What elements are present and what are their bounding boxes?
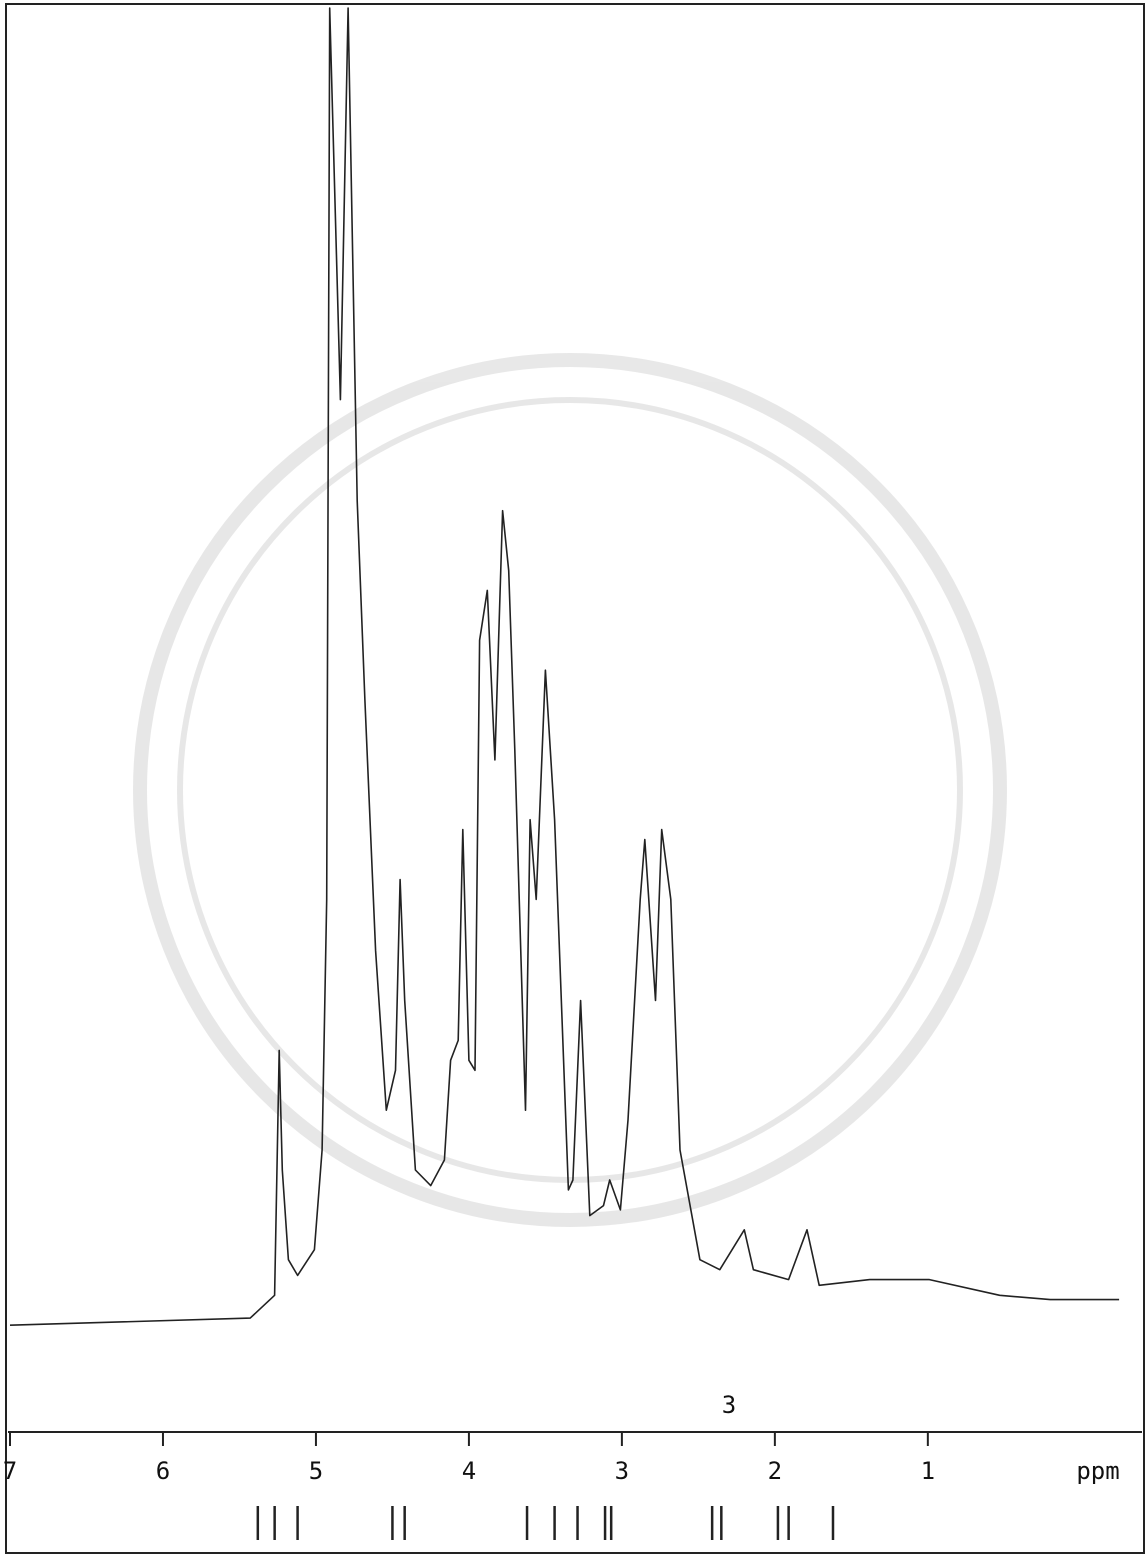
x-axis-label: ppm xyxy=(1076,1457,1119,1485)
x-tick-label: 6 xyxy=(156,1457,170,1485)
x-tick-label: 7 xyxy=(3,1457,17,1485)
x-tick-label: 5 xyxy=(309,1457,323,1485)
x-tick-label: 2 xyxy=(768,1457,782,1485)
annotation: 3 xyxy=(722,1391,736,1419)
frame xyxy=(5,3,1145,1554)
x-tick-label: 3 xyxy=(615,1457,629,1485)
spectrum-line xyxy=(9,7,1120,1326)
watermark xyxy=(133,353,1007,1227)
x-tick-label: 4 xyxy=(462,1457,476,1485)
x-tick-label: 1 xyxy=(921,1457,935,1485)
